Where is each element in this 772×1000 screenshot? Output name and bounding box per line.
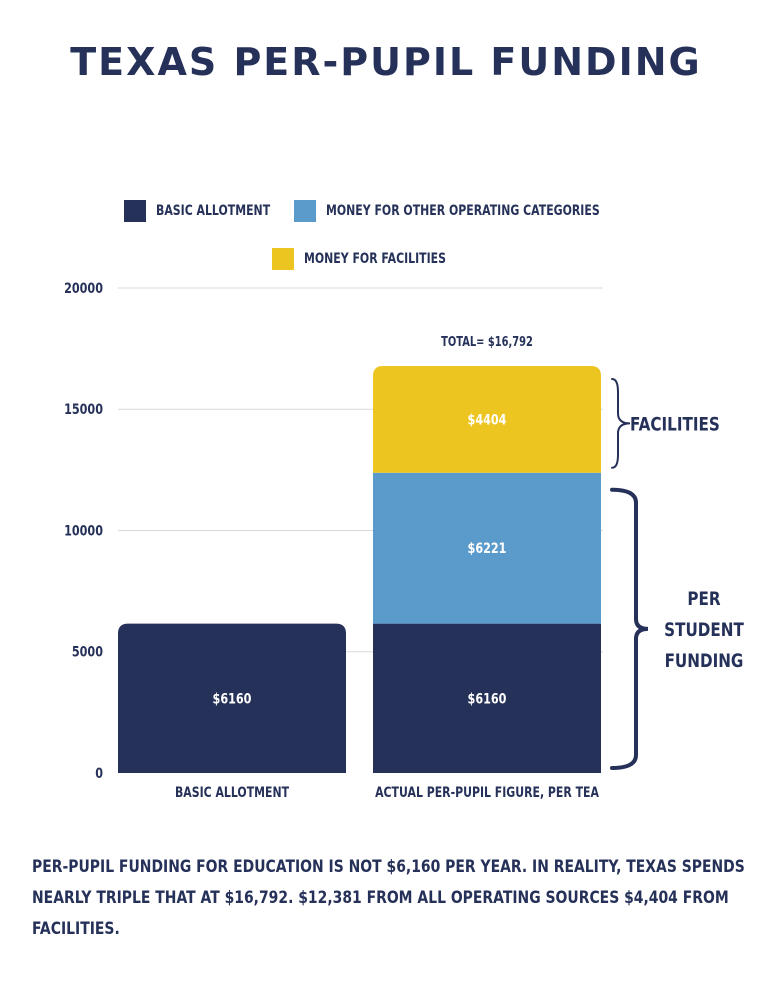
bar-value-label: $6160 (468, 690, 507, 707)
y-tick-label: 15000 (64, 401, 103, 418)
bar-segment (118, 623, 346, 773)
legend-item-basic-allotment: BASIC ALLOTMENT (124, 200, 302, 222)
per-student-bracket-label: PER (687, 588, 720, 610)
bar-value-label: $4404 (468, 411, 507, 428)
bar-value-label: $6160 (213, 690, 252, 707)
y-tick-label: 0 (95, 765, 103, 782)
per-student-bracket-label: STUDENT (664, 619, 744, 641)
footer-note: PER-PUPIL FUNDING FOR EDUCATION IS NOT $… (32, 857, 745, 939)
bar-value-label: $6221 (468, 540, 507, 557)
x-tick-label: BASIC ALLOTMENT (175, 784, 289, 801)
chart-title: TEXAS PER-PUPIL FUNDING (70, 40, 702, 84)
x-tick-label: ACTUAL PER-PUPIL FIGURE, PER TEA (375, 784, 599, 801)
legend-swatch-facilities (272, 248, 294, 270)
legend-swatch-basic-allotment (124, 200, 146, 222)
bar-segment (373, 623, 601, 773)
bar-segment (373, 472, 601, 624)
facilities-bracket (611, 377, 631, 469)
y-tick-label: 10000 (64, 522, 103, 539)
per-student-bracket-label: FUNDING (665, 650, 744, 672)
y-tick-label: 5000 (72, 643, 103, 660)
legend-label-basic-allotment: BASIC ALLOTMENT (156, 203, 271, 219)
bar-segment (373, 365, 601, 473)
legend-label-other-operating: MONEY FOR OTHER OPERATING CATEGORIES (326, 203, 600, 219)
legend-item-facilities: MONEY FOR FACILITIES (272, 248, 486, 270)
legend-swatch-other-operating (294, 200, 316, 222)
legend-label-facilities: MONEY FOR FACILITIES (304, 251, 447, 267)
stacked-bar-chart: 0 5000 10000 15000 20000 $6160 BASIC ALLOTMENT… (64, 280, 744, 801)
facilities-bracket-label: FACILITIES (630, 414, 720, 436)
per-student-bracket (610, 487, 649, 770)
legend-item-other-operating: MONEY FOR OTHER OPERATING CATEGORIES (294, 200, 677, 222)
total-label: TOTAL= $16,792 (441, 334, 533, 350)
y-tick-label: 20000 (64, 280, 103, 297)
